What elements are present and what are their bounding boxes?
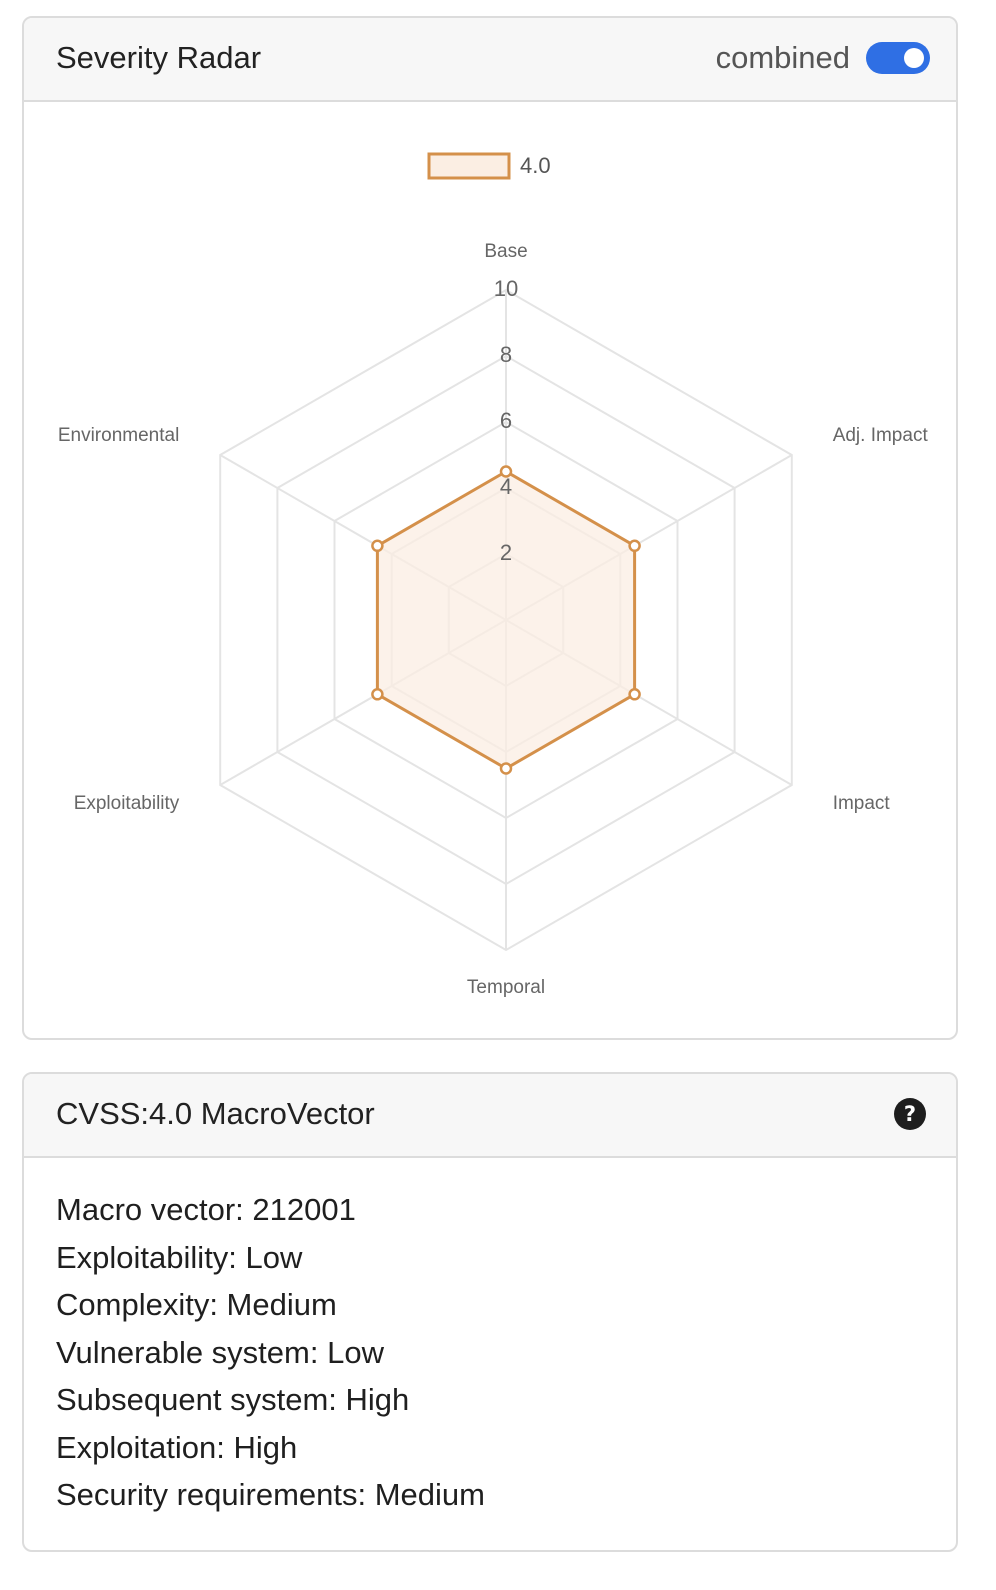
radar-card-title: Severity Radar bbox=[56, 40, 262, 75]
radar-data-point bbox=[499, 762, 513, 775]
macro-detail-line: Exploitability: Low bbox=[56, 1239, 303, 1275]
radar-series-area bbox=[375, 470, 637, 770]
macro-card-header: CVSS:4.0 MacroVector ? bbox=[24, 1074, 956, 1158]
macro-details-list: Macro vector: 212001 Exploitability: Low C… bbox=[56, 1186, 485, 1519]
radar-axis-label: Exploitability bbox=[74, 793, 180, 814]
radar-card-header: Severity Radar combined bbox=[24, 18, 956, 102]
macro-detail-line: Macro vector: 212001 bbox=[56, 1192, 356, 1227]
radar-tick-label: 10 bbox=[494, 276, 518, 301]
radar-axis-label: Impact bbox=[833, 793, 891, 814]
severity-radar-chart: 4.0 2 4 6 8 10 Base Adj. Impact Impact Temporal Ex… bbox=[58, 152, 929, 998]
severity-radar-card: Severity Radar combined 4.0 2 4 6 8 10 Base Adj… bbox=[22, 16, 958, 1040]
macro-detail-line: Security requirements: Medium bbox=[56, 1477, 485, 1512]
macro-detail-line: Subsequent system: High bbox=[56, 1382, 410, 1417]
combined-toggle-label: combined bbox=[715, 40, 850, 75]
combined-toggle-group: combined bbox=[716, 18, 930, 98]
macro-card-title: CVSS:4.0 MacroVector bbox=[56, 1096, 375, 1131]
radar-axis-label: Environmental bbox=[58, 425, 179, 446]
radar-data-point bbox=[371, 688, 384, 701]
combined-toggle-switch[interactable] bbox=[866, 42, 930, 74]
help-icon[interactable]: ? bbox=[894, 1098, 926, 1130]
macro-detail-line: Vulnerable system: Low bbox=[56, 1334, 384, 1370]
radar-data-point bbox=[628, 688, 641, 701]
radar-axis-label: Base bbox=[484, 241, 527, 262]
radar-data-point bbox=[371, 539, 384, 553]
radar-data-point bbox=[499, 465, 513, 478]
macrovector-card: CVSS:4.0 MacroVector ? Macro vector: 212… bbox=[22, 1072, 958, 1552]
toggle-knob bbox=[904, 48, 924, 68]
radar-tick-label: 4 bbox=[500, 474, 512, 499]
radar-data-point bbox=[628, 539, 641, 553]
legend-swatch bbox=[427, 152, 511, 180]
legend-label: 4.0 bbox=[520, 153, 551, 178]
radar-axis-label: Adj. Impact bbox=[833, 425, 929, 446]
macro-detail-line: Complexity: Medium bbox=[56, 1287, 337, 1322]
radar-tick-label: 2 bbox=[500, 540, 512, 565]
radar-tick-label: 6 bbox=[500, 408, 512, 433]
radar-tick-label: 8 bbox=[500, 342, 512, 367]
radar-axis-label: Temporal bbox=[467, 977, 545, 998]
macro-detail-line: Exploitation: High bbox=[56, 1429, 298, 1465]
